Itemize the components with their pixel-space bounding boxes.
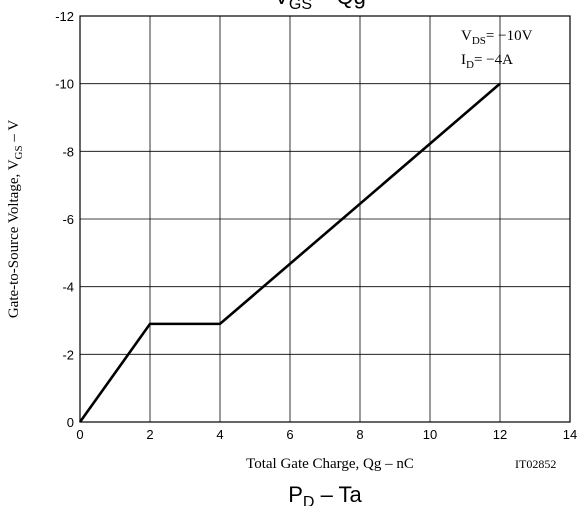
x-tick-label: 2 bbox=[146, 427, 153, 442]
y-tick-label: -4 bbox=[62, 280, 74, 295]
title-rest: – Ta bbox=[314, 482, 362, 506]
y-tick-label: -8 bbox=[62, 144, 74, 159]
title-sub: GS bbox=[289, 0, 312, 13]
y-tick-label: -2 bbox=[62, 347, 74, 362]
annotation-rest: = −10V bbox=[486, 28, 533, 44]
title-sub: D bbox=[303, 494, 315, 506]
y-tick-label: 0 bbox=[67, 415, 74, 430]
y-label-sub: GS bbox=[13, 145, 25, 159]
y-tick-label: -6 bbox=[62, 212, 74, 227]
x-axis-label: Total Gate Charge, Qg – nC bbox=[246, 456, 414, 472]
x-tick-label: 4 bbox=[216, 427, 223, 442]
annotation-main: I bbox=[461, 52, 466, 68]
annotation-sub: DS bbox=[472, 35, 486, 47]
x-tick-label: 14 bbox=[563, 427, 577, 442]
annotation-rest: = −4A bbox=[474, 52, 513, 68]
annotation-main: V bbox=[461, 28, 472, 44]
x-tick-label: 0 bbox=[76, 427, 83, 442]
y-label-main: Gate-to-Source Voltage, V bbox=[6, 159, 22, 318]
y-tick-label: -10 bbox=[55, 77, 74, 92]
data-line bbox=[78, 82, 501, 423]
x-tick-label: 8 bbox=[356, 427, 363, 442]
title-main: V bbox=[274, 0, 289, 9]
x-tick-label: 10 bbox=[423, 427, 437, 442]
title-rest: – Qg bbox=[312, 0, 366, 9]
annotation: VDS= −10V bbox=[461, 28, 533, 47]
next-chart-title: PD – Ta bbox=[288, 482, 362, 506]
y-tick-label: -12 bbox=[55, 9, 74, 24]
annotation: ID= −4A bbox=[461, 52, 513, 71]
y-label-rest: – V bbox=[6, 120, 22, 146]
y-axis-label: Gate-to-Source Voltage, VGS – V bbox=[6, 120, 25, 319]
x-tick-label: 12 bbox=[493, 427, 507, 442]
annotation-sub: D bbox=[466, 59, 474, 71]
figure-id: IT02852 bbox=[515, 457, 556, 471]
chart-title: VGS – Qg bbox=[274, 0, 366, 13]
x-tick-label: 6 bbox=[286, 427, 293, 442]
title-main: P bbox=[288, 482, 303, 506]
plot-frame bbox=[79, 15, 571, 423]
